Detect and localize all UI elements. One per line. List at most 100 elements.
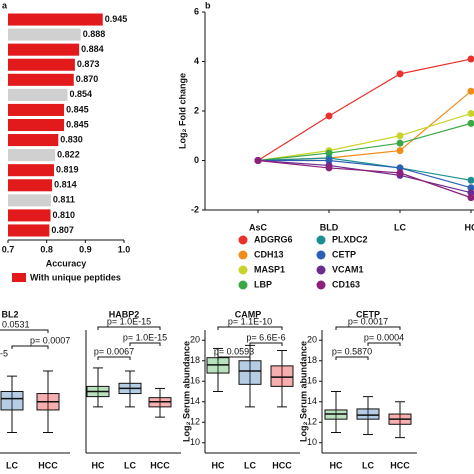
- legend-label: CETP: [332, 249, 356, 259]
- legend-label: CD163: [332, 279, 360, 289]
- x-tick-label: HC: [465, 222, 474, 232]
- p-value: p= 0.0017: [348, 316, 388, 326]
- y-axis-label: Log₂ Fold change: [177, 73, 187, 149]
- bracket: [0, 329, 49, 333]
- bar: [8, 149, 56, 162]
- bracket: [97, 356, 131, 360]
- point: [467, 194, 474, 202]
- legend-marker: [238, 235, 248, 245]
- point: [467, 109, 474, 117]
- bar: [8, 134, 59, 147]
- point: [325, 149, 333, 157]
- y-tick-label: 0: [194, 155, 199, 165]
- point: [325, 112, 333, 120]
- x-tick-label: HC: [92, 460, 105, 470]
- p-value: p= 1.0E-15: [123, 332, 167, 342]
- point: [396, 70, 404, 78]
- y-tick-label: 12: [307, 417, 317, 427]
- point: [467, 55, 474, 63]
- legend-marker: [238, 250, 248, 260]
- x-axis-label: Accuracy: [46, 258, 87, 268]
- bar: [8, 28, 81, 41]
- series-line: [258, 159, 472, 189]
- x-tick-label: HCC: [38, 460, 58, 470]
- value-label: 0.822: [57, 150, 80, 160]
- bar: [8, 88, 68, 101]
- legend-label: MASP1: [254, 264, 285, 274]
- y-tick-label: -2: [191, 204, 199, 214]
- point: [396, 139, 404, 147]
- series-line: [257, 58, 472, 162]
- legend-marker: [316, 265, 326, 275]
- box: [238, 360, 262, 385]
- y-tick-label: 20: [307, 335, 317, 345]
- y-axis-label: Log₂ Serum abundance: [181, 341, 191, 442]
- value-label: 0.870: [76, 74, 99, 84]
- series-line: [257, 157, 472, 181]
- panel-title: CAMP: [235, 309, 262, 319]
- box: [356, 408, 380, 420]
- x-tick-label: LC: [244, 460, 256, 470]
- series-line: [257, 122, 472, 162]
- value-label: 0.854: [70, 89, 93, 99]
- panel-title: BL2: [1, 309, 18, 319]
- value-label: 0.845: [66, 104, 89, 114]
- bar: [8, 58, 75, 71]
- y-tick-label: 20: [190, 335, 200, 345]
- point: [396, 164, 404, 172]
- y-tick-label: 18: [307, 355, 317, 365]
- p-value: p= 1.0E-15: [107, 316, 151, 326]
- point: [254, 157, 262, 164]
- bar: [8, 13, 103, 26]
- x-tick-label: HCC: [390, 460, 410, 470]
- x-tick-label: LC: [124, 460, 136, 470]
- x-tick-label: LC: [394, 222, 406, 232]
- y-tick-label: 4: [194, 56, 199, 66]
- value-label: 0.814: [54, 180, 77, 190]
- x-tick-label: HC: [212, 460, 225, 470]
- bar: [8, 209, 51, 222]
- bracket: [217, 326, 283, 330]
- value-label: 0.819: [56, 165, 79, 175]
- y-tick-label: 6: [194, 6, 199, 16]
- y-axis-label: Log₂ Serum abundance: [298, 341, 308, 442]
- legend-label: VCAM1: [332, 264, 364, 274]
- bracket: [217, 356, 251, 360]
- bar: [8, 43, 80, 56]
- point: [325, 157, 333, 164]
- p-value: p= 0.0007: [30, 335, 70, 345]
- panel-letter: b: [205, 0, 211, 10]
- p-value: 0.0531: [2, 319, 30, 329]
- legend-marker: [316, 280, 326, 290]
- panel-title: CETP: [356, 309, 380, 319]
- panel-letter: a: [2, 0, 8, 10]
- series-line: [257, 90, 472, 162]
- bracket: [249, 342, 283, 346]
- x-tick-label: 1.0: [118, 244, 131, 254]
- bracket: [335, 356, 369, 360]
- p-value: p= 0.0067: [94, 346, 134, 356]
- y-tick-label: 12: [190, 417, 200, 427]
- bar: [8, 224, 50, 237]
- y-tick-label: 2: [194, 105, 199, 115]
- bracket: [367, 342, 401, 346]
- bracket: [129, 342, 161, 346]
- bracket: [335, 326, 401, 330]
- y-tick-label: 16: [307, 376, 317, 386]
- value-label: 0.845: [66, 119, 89, 129]
- x-tick-label: 0.9: [79, 244, 92, 254]
- x-tick-label: AsC: [249, 222, 268, 232]
- series-line: [257, 159, 472, 194]
- value-label: 0.810: [53, 210, 76, 220]
- y-tick-label: 18: [190, 355, 200, 365]
- p-value: p= 1.1E-10: [228, 316, 272, 326]
- value-label: 0.884: [81, 44, 104, 54]
- legend-label: LBP: [254, 279, 272, 289]
- value-label: 0.807: [51, 225, 74, 235]
- x-tick-label: 0.7: [2, 244, 15, 254]
- y-tick-label: 10: [307, 437, 317, 447]
- point: [467, 176, 474, 184]
- point: [396, 147, 404, 155]
- legend-swatch: [12, 273, 26, 282]
- series-line: [257, 112, 472, 162]
